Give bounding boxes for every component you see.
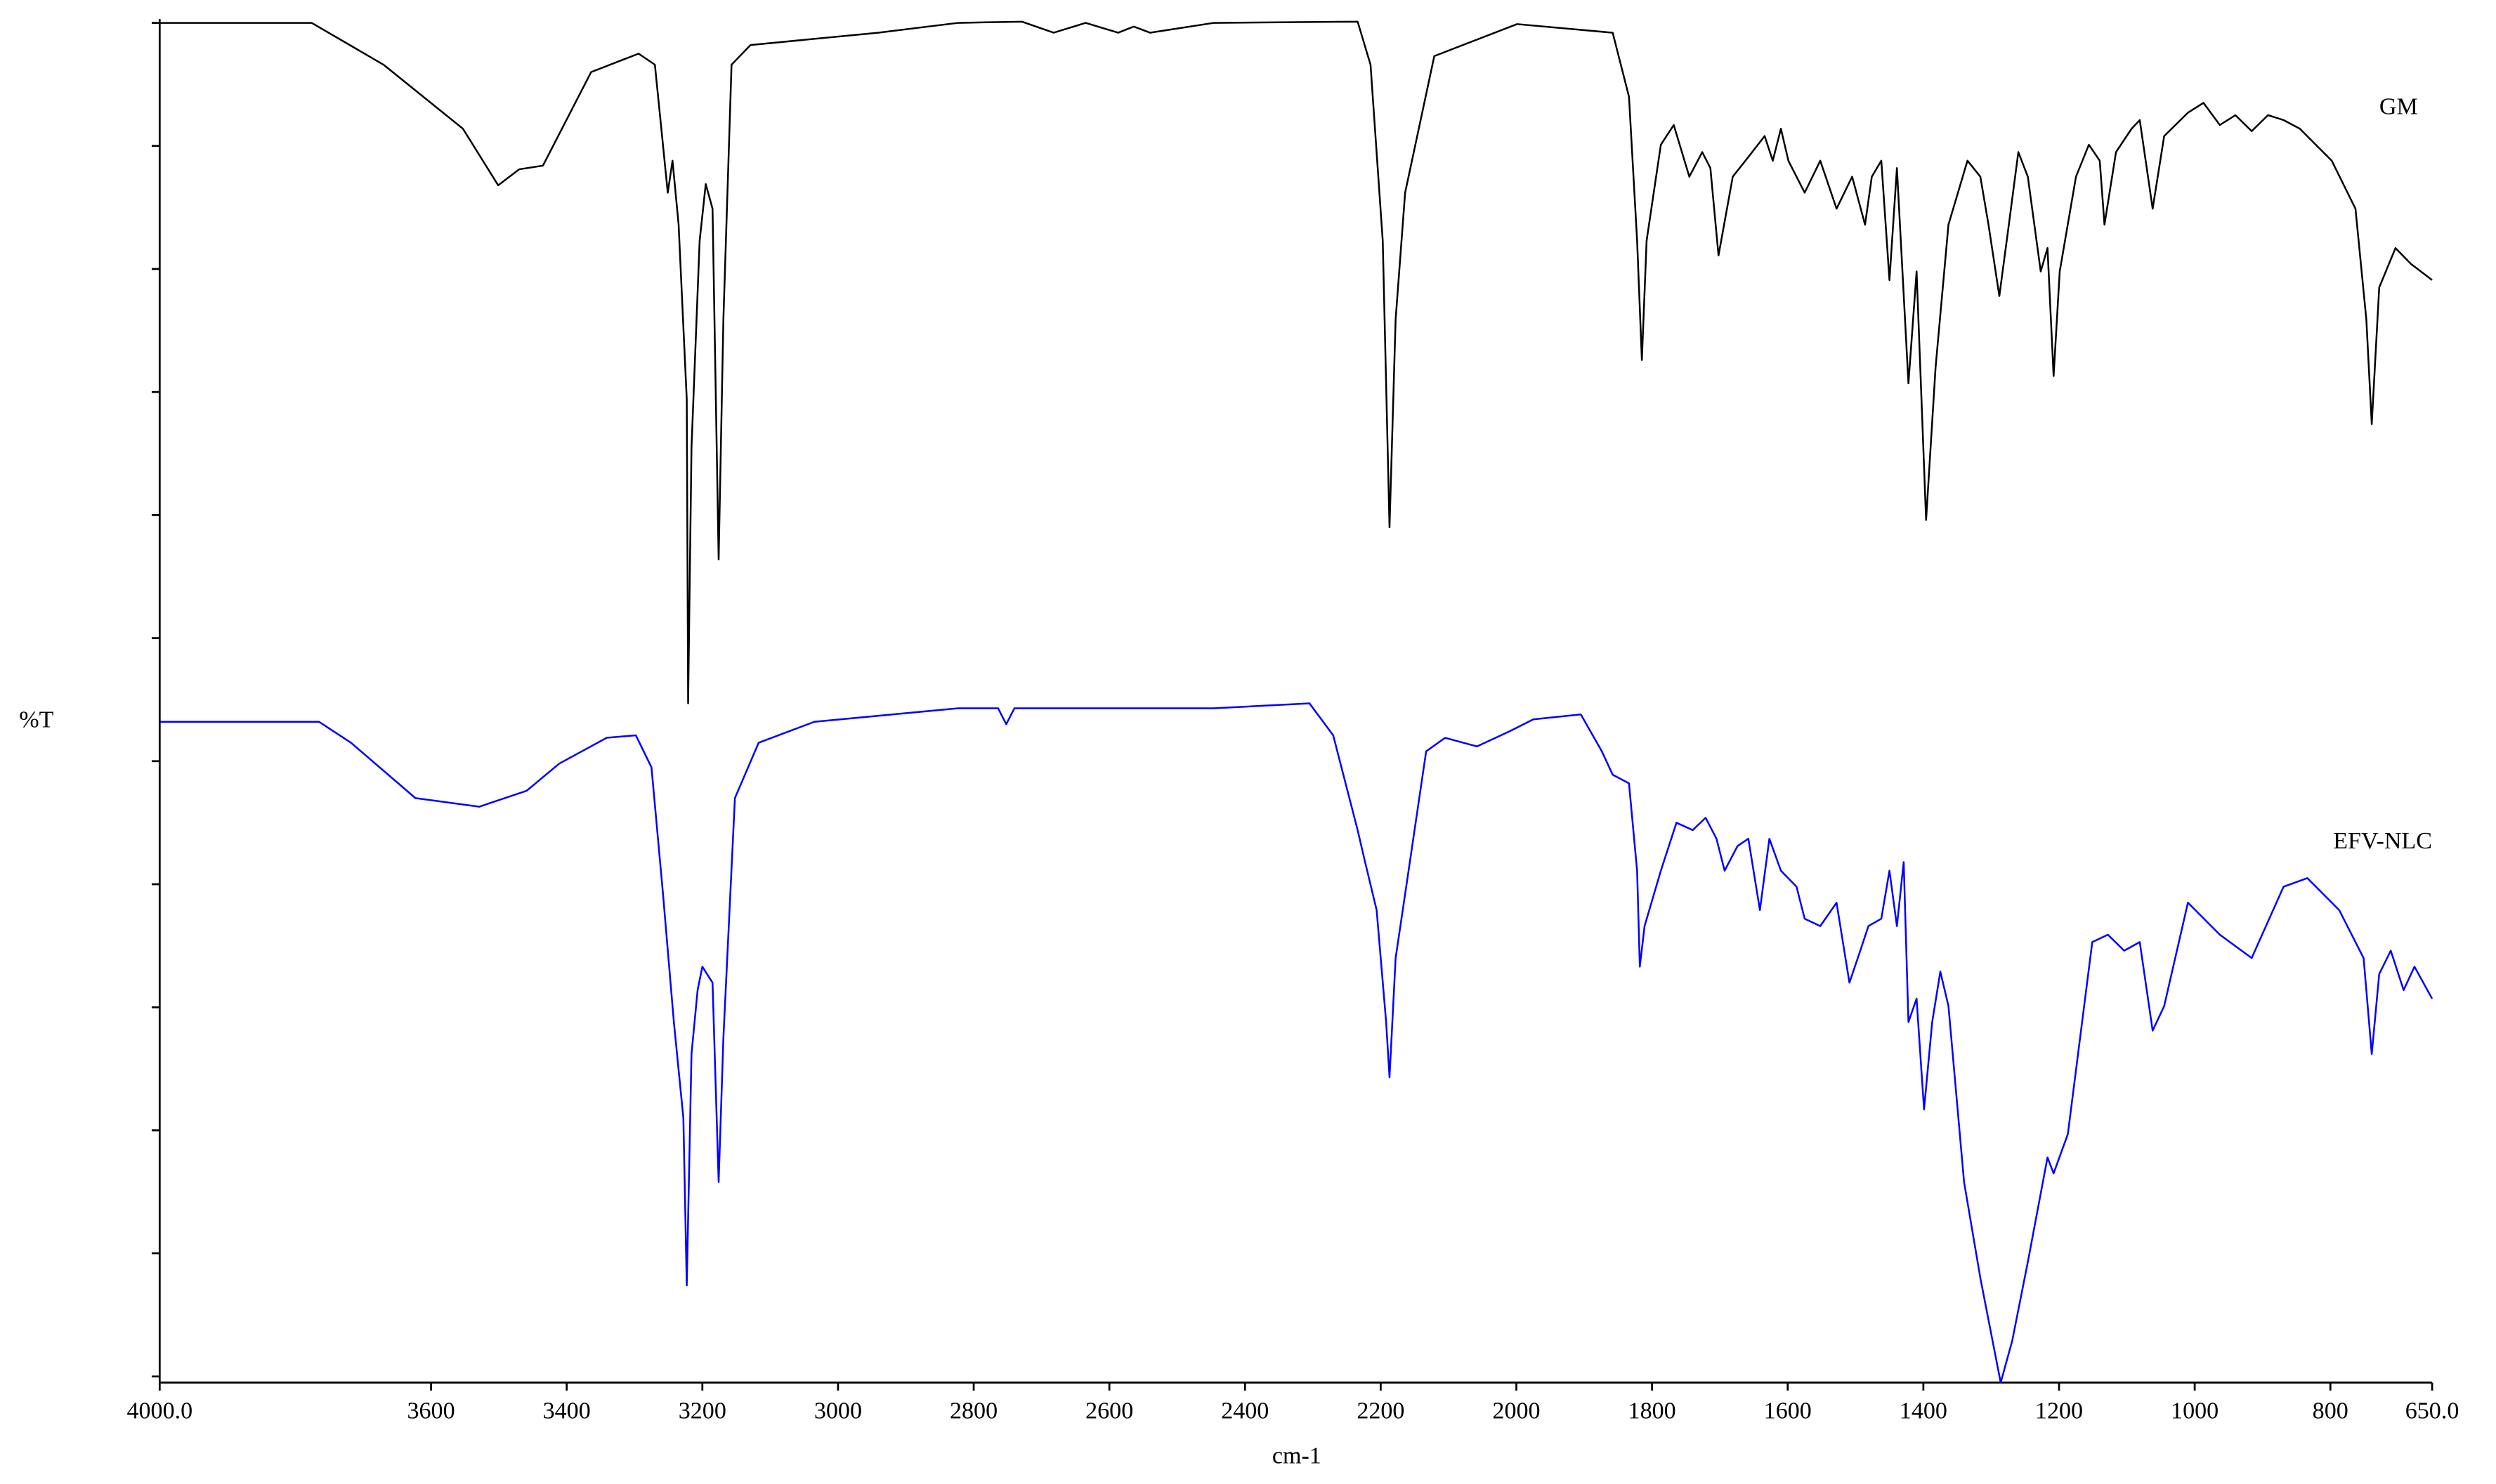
series-label: GM (2379, 93, 2418, 119)
x-tick-label: 650.0 (2405, 1398, 2459, 1424)
x-tick-label: 1800 (1628, 1398, 1676, 1424)
x-tick-label: 2400 (1221, 1398, 1269, 1424)
x-tick-label: 1000 (2171, 1398, 2219, 1424)
series-label: EFV-NLC (2333, 828, 2432, 854)
x-tick-label: 3000 (814, 1398, 862, 1424)
x-tick-label: 2800 (950, 1398, 998, 1424)
x-tick-label: 2000 (1492, 1398, 1540, 1424)
x-tick-label: 3200 (679, 1398, 726, 1424)
x-tick-label: 1600 (1764, 1398, 1812, 1424)
x-tick-label: 2600 (1085, 1398, 1133, 1424)
spectrum-line (159, 20, 2433, 704)
x-tick-label: 4000.0 (126, 1398, 192, 1424)
x-tick-label: 2200 (1357, 1398, 1404, 1424)
x-tick-label: 3400 (543, 1398, 591, 1424)
x-tick-label: 1400 (1900, 1398, 1947, 1424)
spectrum-line (159, 702, 2433, 1384)
x-axis-label: cm-1 (1272, 1443, 1321, 1469)
x-tick-label: 1200 (2035, 1398, 2083, 1424)
x-tick-label: 800 (2313, 1398, 2348, 1424)
y-axis-label: %T (19, 707, 53, 733)
x-tick-label: 3600 (407, 1398, 455, 1424)
